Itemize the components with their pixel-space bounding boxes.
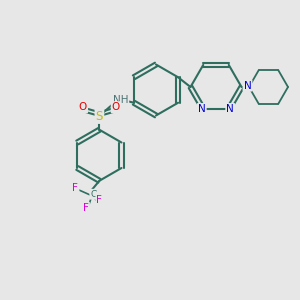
Text: F: F (73, 183, 78, 193)
Text: F: F (97, 195, 102, 205)
Text: N: N (244, 80, 251, 91)
Text: C: C (90, 190, 97, 199)
Text: NH: NH (113, 95, 128, 105)
Text: N: N (226, 104, 234, 114)
Text: N: N (198, 104, 206, 114)
Text: O: O (79, 102, 87, 112)
Text: S: S (96, 110, 103, 123)
Text: O: O (112, 102, 120, 112)
Text: F: F (83, 203, 89, 213)
